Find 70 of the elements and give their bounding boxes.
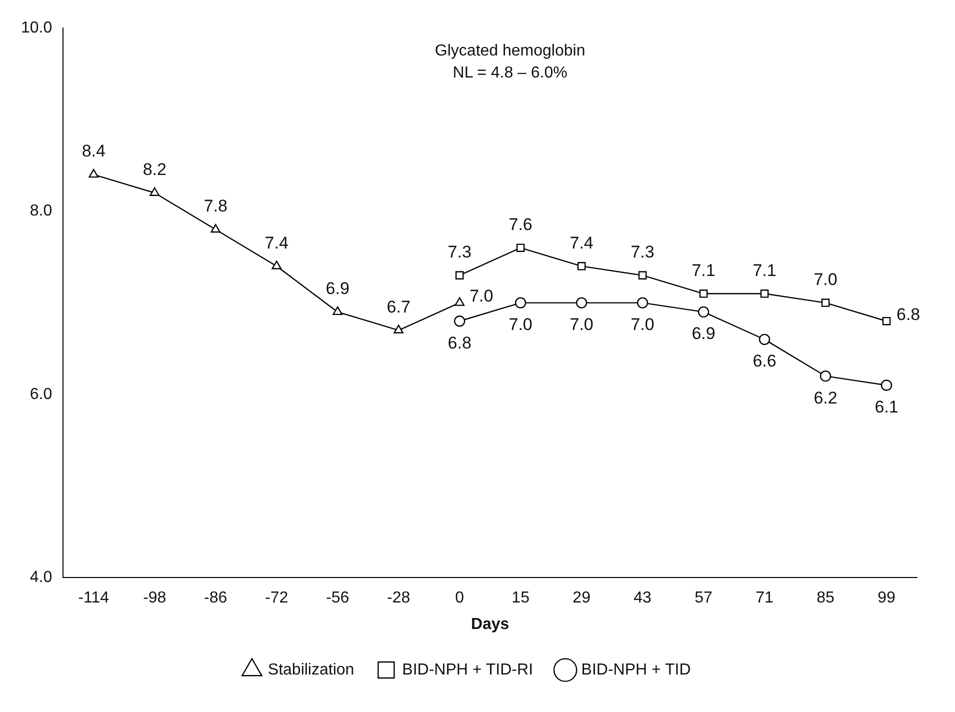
point	[760, 290, 769, 298]
data-label: 7.4	[570, 233, 594, 252]
x-tick-label: -86	[204, 590, 228, 607]
data-label: 7.0	[508, 314, 532, 334]
data-label: 6.8	[896, 304, 920, 324]
x-tick-label: -98	[143, 590, 166, 607]
point	[454, 316, 466, 327]
x-tick-label: -114	[78, 590, 110, 607]
y-tick-label: 8.0	[30, 202, 52, 220]
data-label: 6.7	[386, 297, 410, 316]
annotation: NL = 4.8 – 6.0%	[452, 64, 568, 82]
data-label: 7.1	[692, 260, 716, 280]
legend-label: BID-NPH + TID	[581, 661, 691, 678]
x-tick-label: 57	[694, 590, 713, 607]
data-label: 7.1	[752, 260, 776, 280]
data-label: 6.9	[326, 279, 350, 298]
point	[516, 244, 525, 252]
data-label: 8.2	[142, 160, 166, 180]
x-tick-label: 43	[634, 590, 652, 607]
point	[820, 370, 832, 382]
x-tick-label: 71	[756, 590, 774, 607]
point	[332, 306, 343, 316]
point	[454, 297, 465, 306]
point	[758, 334, 770, 346]
point	[455, 271, 464, 280]
y-tick-label: 6.0	[30, 386, 52, 403]
data-label: 7.3	[448, 242, 472, 262]
x-tick-label: 0	[455, 590, 464, 607]
x-tick-label: 15	[512, 590, 530, 607]
point	[272, 260, 282, 270]
data-label: 6.2	[814, 388, 838, 408]
point	[150, 187, 160, 196]
data-label: 7.0	[570, 314, 594, 334]
data-label: 6.1	[874, 397, 898, 416]
data-label: 6.9	[692, 324, 716, 344]
point	[514, 297, 526, 308]
y-tick-label: 4.0	[30, 569, 52, 586]
point	[576, 297, 588, 308]
data-label: 7.0	[470, 286, 494, 306]
point	[821, 298, 830, 307]
point	[394, 324, 404, 334]
data-label: 7.6	[508, 215, 532, 234]
x-tick-label: -28	[387, 590, 410, 607]
point	[88, 168, 99, 178]
data-label: 7.8	[204, 196, 228, 216]
data-label: 8.4	[82, 142, 106, 161]
point	[698, 306, 710, 318]
x-axis-title: Days	[470, 616, 510, 633]
point	[638, 271, 647, 280]
legend-label: Stabilization	[268, 661, 354, 678]
point	[636, 297, 648, 308]
x-tick-label: 99	[878, 590, 896, 607]
point	[699, 290, 708, 298]
point	[577, 262, 586, 270]
x-tick-label: 29	[572, 590, 591, 607]
data-label: 7.4	[264, 233, 288, 252]
point	[882, 316, 891, 326]
data-label: 7.0	[630, 314, 654, 334]
x-tick-label: -72	[265, 590, 288, 607]
point	[210, 224, 221, 233]
x-tick-label: 85	[816, 590, 835, 607]
data-label: 6.6	[752, 352, 776, 371]
point	[880, 380, 892, 391]
data-label: 7.3	[630, 242, 654, 262]
x-tick-label: -56	[326, 590, 350, 607]
y-tick-label: 10.0	[21, 19, 52, 36]
data-label: 6.8	[448, 333, 472, 352]
data-label: 7.0	[814, 270, 838, 289]
annotation: Glycated hemoglobin	[434, 42, 586, 60]
legend-label: BID-NPH + TID-RI	[402, 661, 534, 678]
